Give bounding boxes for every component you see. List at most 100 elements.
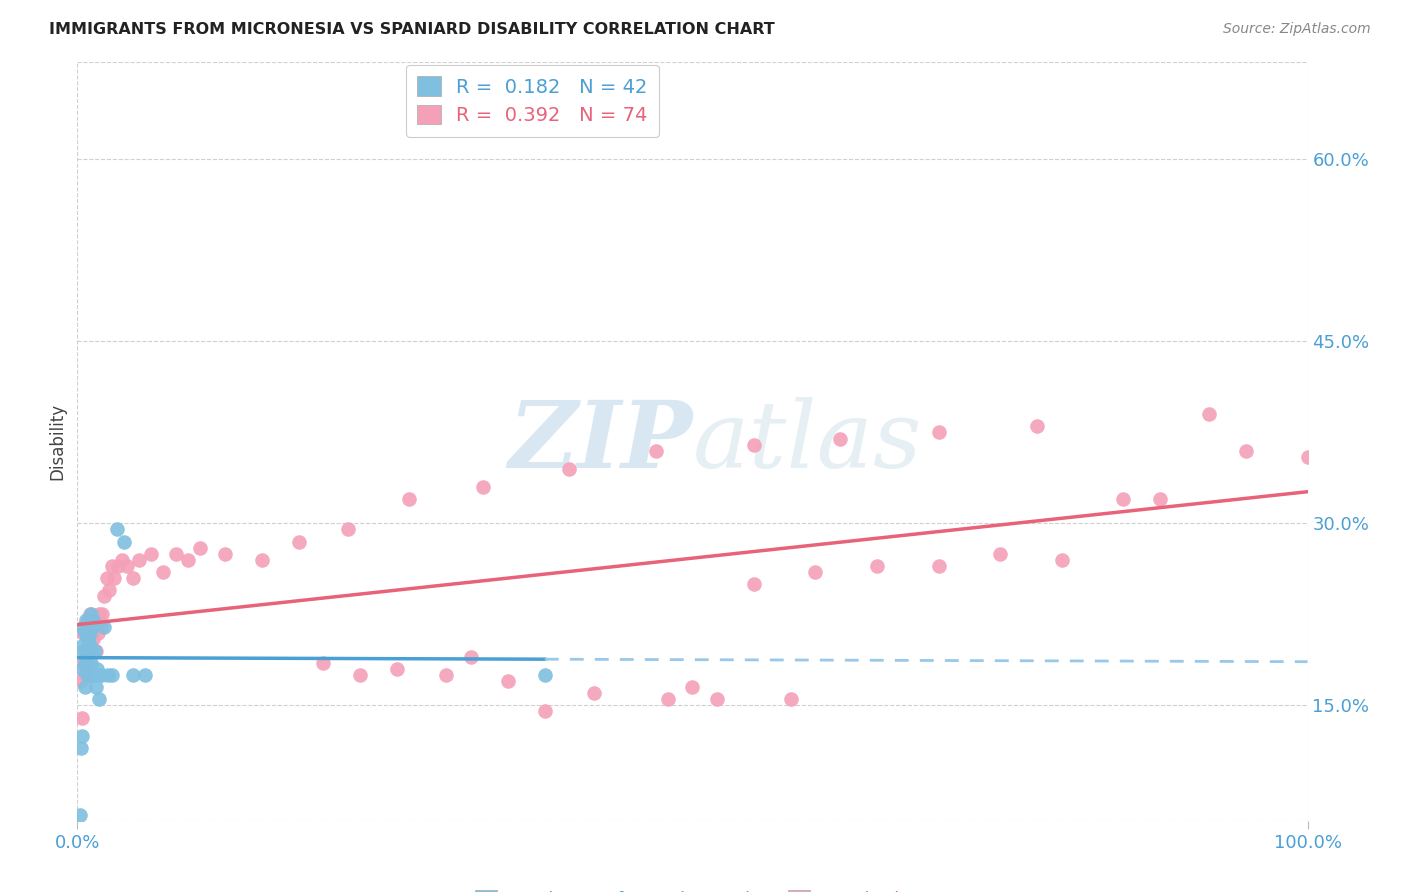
- Point: [79, 607, 101, 622]
- Point: [72, 656, 94, 670]
- Point: [90, 668, 114, 682]
- Point: [70, 740, 93, 755]
- Point: [534, 668, 557, 682]
- Point: [80, 607, 103, 622]
- Point: [1234, 443, 1257, 458]
- Text: atlas: atlas: [693, 397, 922, 486]
- Point: [1026, 419, 1049, 434]
- Point: [72, 638, 94, 652]
- Point: [742, 437, 765, 451]
- Point: [89, 692, 111, 706]
- Point: [86, 619, 108, 633]
- Point: [89, 607, 111, 622]
- Point: [288, 534, 311, 549]
- Point: [80, 656, 103, 670]
- Point: [77, 619, 100, 633]
- Point: [111, 553, 132, 567]
- Point: [83, 614, 105, 628]
- Text: Source: ZipAtlas.com: Source: ZipAtlas.com: [1223, 22, 1371, 37]
- Point: [96, 571, 118, 585]
- Point: [76, 668, 98, 682]
- Point: [312, 656, 335, 670]
- Point: [398, 492, 420, 507]
- Point: [73, 680, 96, 694]
- Point: [87, 668, 110, 682]
- Point: [558, 462, 581, 476]
- Point: [80, 625, 103, 640]
- Point: [90, 619, 112, 633]
- Point: [76, 644, 98, 658]
- Point: [75, 614, 97, 628]
- Point: [928, 558, 950, 573]
- Point: [128, 553, 150, 567]
- Point: [75, 656, 97, 670]
- Point: [87, 625, 110, 640]
- Point: [250, 553, 273, 567]
- Legend: Immigrants from Micronesia, Spaniards: Immigrants from Micronesia, Spaniards: [468, 883, 917, 892]
- Point: [337, 523, 360, 537]
- Point: [214, 547, 236, 561]
- Point: [866, 558, 889, 573]
- Point: [1296, 450, 1319, 464]
- Point: [101, 558, 124, 573]
- Point: [496, 674, 519, 689]
- Point: [77, 644, 100, 658]
- Point: [177, 553, 200, 567]
- Point: [349, 668, 371, 682]
- Point: [72, 644, 94, 658]
- Point: [460, 649, 482, 664]
- Point: [472, 480, 495, 494]
- Text: IMMIGRANTS FROM MICRONESIA VS SPANIARD DISABILITY CORRELATION CHART: IMMIGRANTS FROM MICRONESIA VS SPANIARD D…: [49, 22, 775, 37]
- Point: [86, 662, 108, 676]
- Point: [79, 625, 101, 640]
- Point: [682, 680, 704, 694]
- Point: [583, 686, 606, 700]
- Point: [77, 656, 100, 670]
- Point: [76, 625, 98, 640]
- Text: ZIP: ZIP: [508, 397, 693, 486]
- Point: [644, 443, 666, 458]
- Point: [928, 425, 950, 440]
- Point: [115, 558, 138, 573]
- Point: [101, 668, 124, 682]
- Point: [98, 583, 121, 598]
- Point: [121, 571, 143, 585]
- Point: [165, 547, 187, 561]
- Point: [134, 668, 156, 682]
- Point: [742, 577, 765, 591]
- Point: [188, 541, 212, 555]
- Point: [73, 644, 96, 658]
- Point: [77, 614, 100, 628]
- Point: [1198, 407, 1220, 421]
- Point: [82, 614, 104, 628]
- Point: [1050, 553, 1073, 567]
- Point: [152, 565, 174, 579]
- Point: [1149, 492, 1171, 507]
- Y-axis label: Disability: Disability: [48, 403, 66, 480]
- Point: [70, 674, 93, 689]
- Point: [706, 692, 728, 706]
- Point: [75, 644, 97, 658]
- Point: [82, 619, 104, 633]
- Point: [93, 619, 115, 633]
- Point: [436, 668, 458, 682]
- Point: [804, 565, 827, 579]
- Point: [75, 619, 97, 633]
- Point: [76, 625, 98, 640]
- Point: [79, 638, 101, 652]
- Point: [107, 558, 129, 573]
- Point: [76, 656, 98, 670]
- Point: [82, 619, 104, 633]
- Point: [385, 662, 409, 676]
- Point: [1112, 492, 1135, 507]
- Point: [69, 807, 91, 822]
- Point: [79, 644, 101, 658]
- Point: [83, 644, 105, 658]
- Point: [103, 571, 125, 585]
- Point: [73, 668, 96, 682]
- Point: [70, 662, 93, 676]
- Point: [73, 656, 96, 670]
- Point: [75, 644, 97, 658]
- Point: [97, 668, 120, 682]
- Point: [82, 668, 104, 682]
